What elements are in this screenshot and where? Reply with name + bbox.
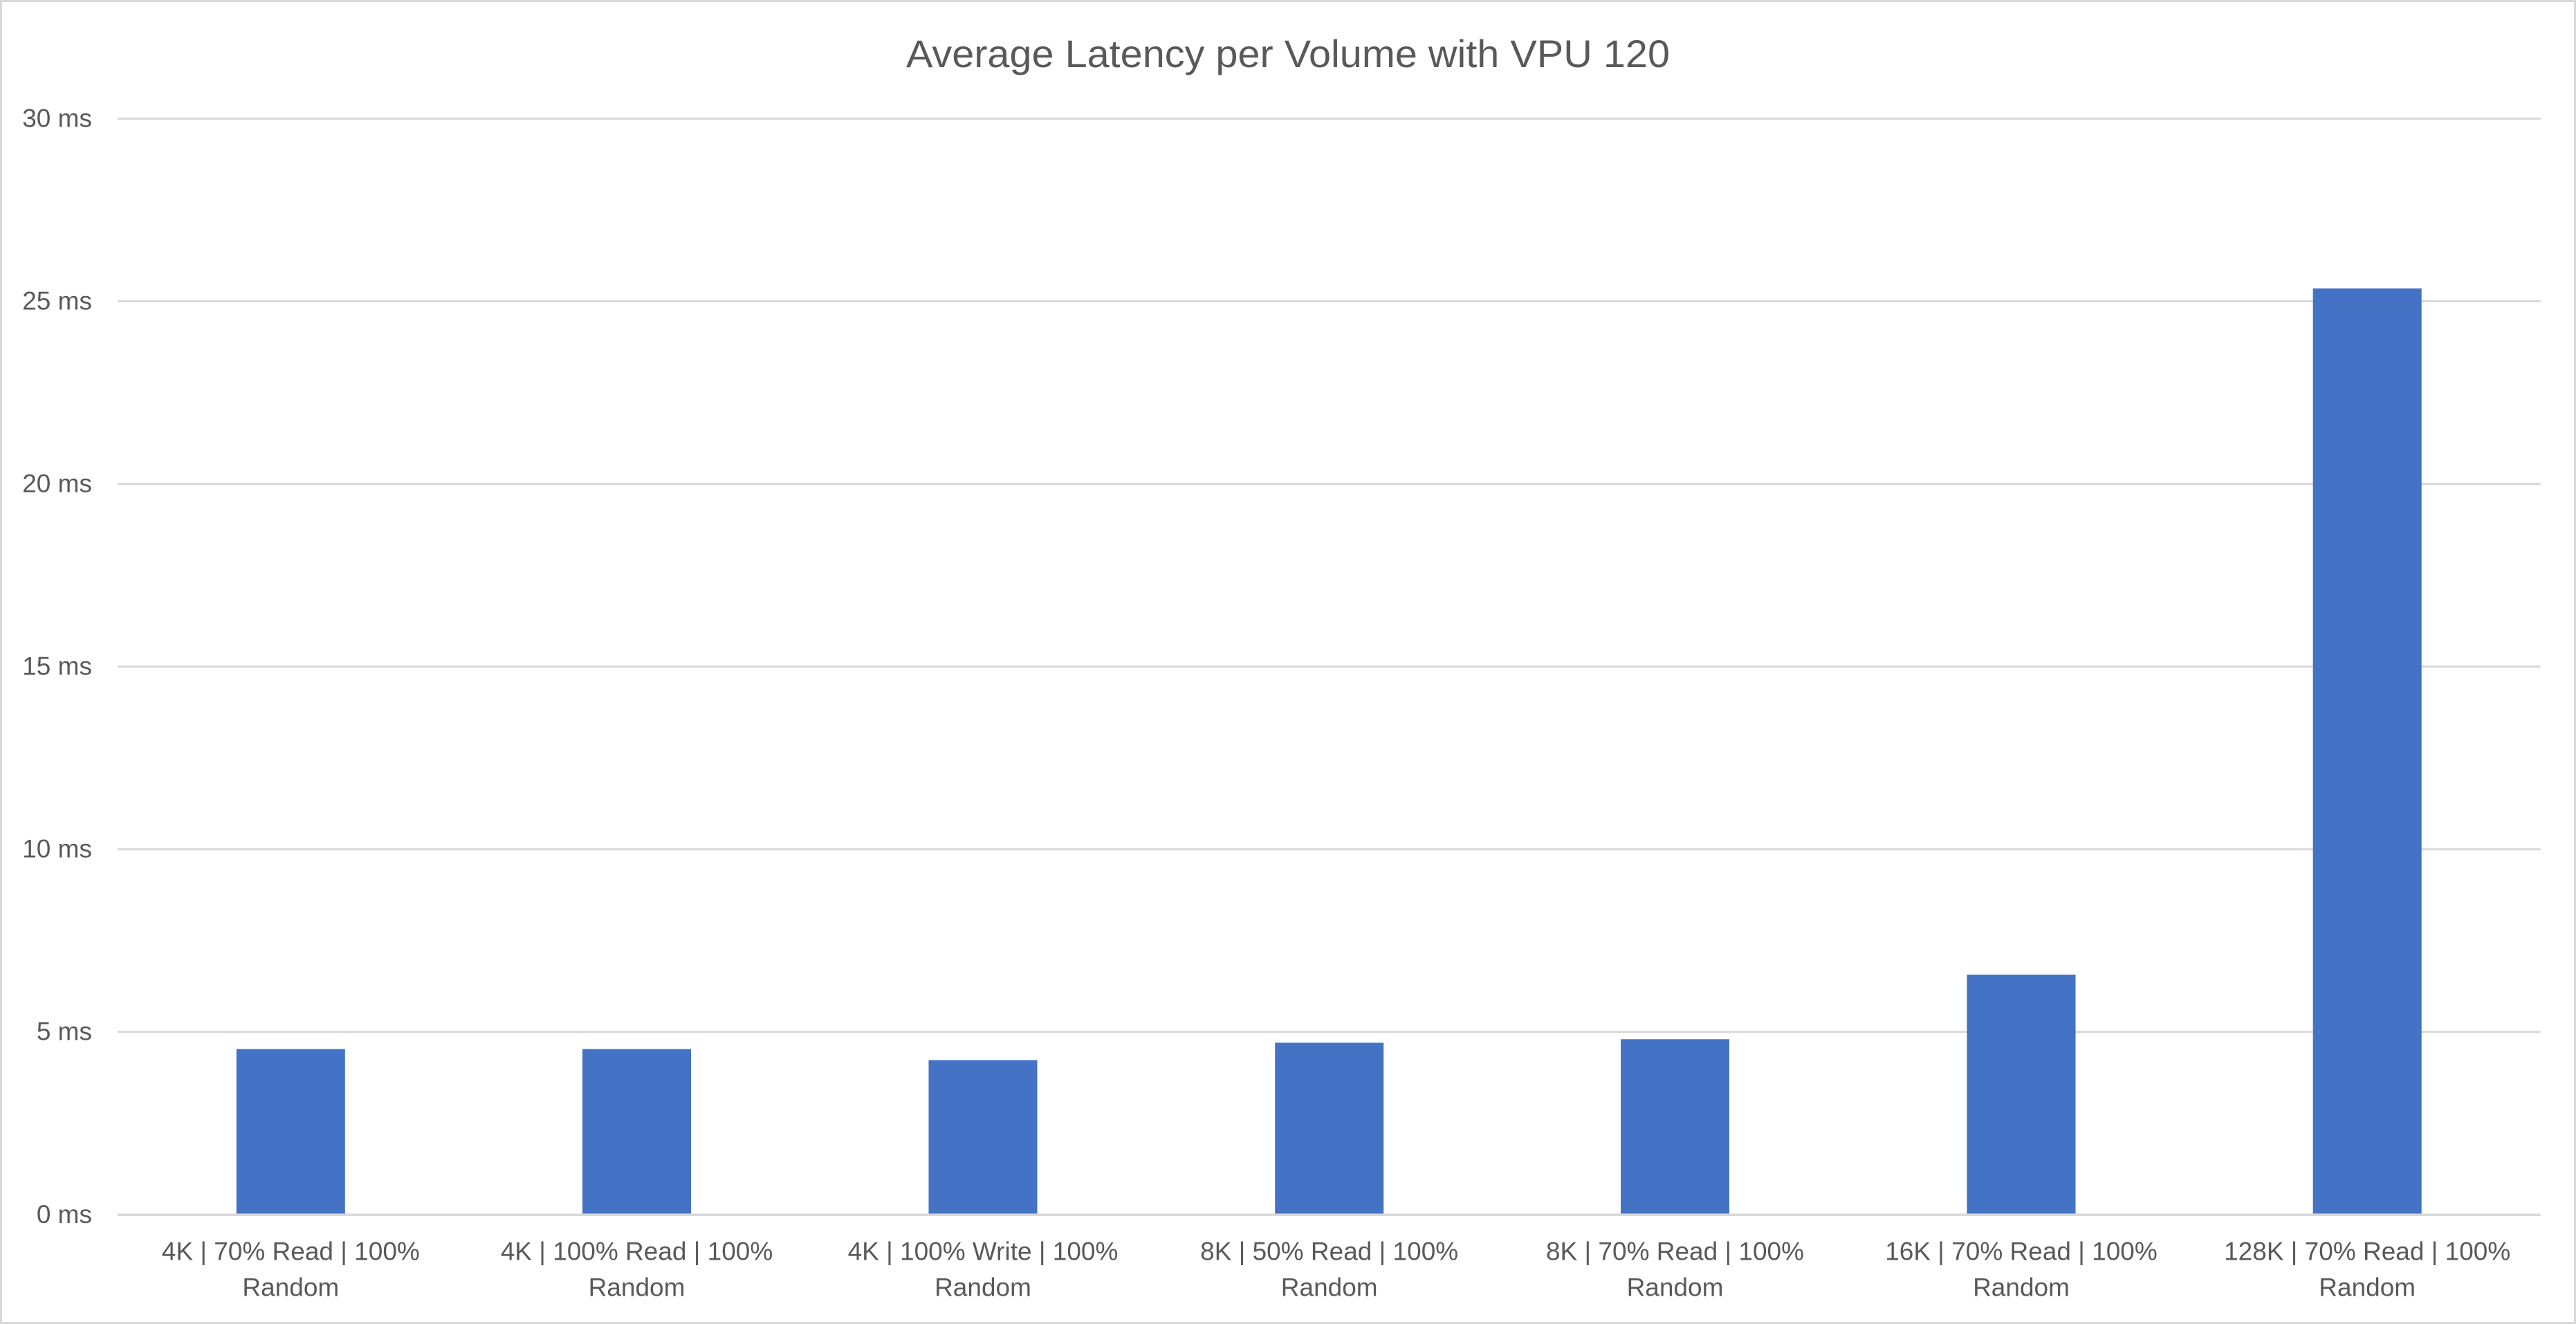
svg-text:8K | 50% Read | 100%: 8K | 50% Read | 100%: [1200, 1238, 1458, 1266]
svg-text:Average Latency per Volume wit: Average Latency per Volume with VPU 120: [906, 32, 1670, 75]
svg-text:5 ms: 5 ms: [37, 1018, 92, 1046]
svg-text:30 ms: 30 ms: [22, 104, 92, 132]
svg-text:128K | 70% Read | 100%: 128K | 70% Read | 100%: [2224, 1238, 2510, 1266]
svg-text:Random: Random: [1281, 1274, 1378, 1302]
svg-text:4K | 100% Write | 100%: 4K | 100% Write | 100%: [848, 1238, 1119, 1266]
svg-text:20 ms: 20 ms: [22, 469, 92, 497]
svg-text:Random: Random: [242, 1274, 339, 1302]
svg-text:Random: Random: [1973, 1274, 2070, 1302]
svg-text:Random: Random: [589, 1274, 686, 1302]
svg-text:4K | 100% Read | 100%: 4K | 100% Read | 100%: [501, 1238, 773, 1266]
svg-text:0 ms: 0 ms: [37, 1200, 92, 1229]
svg-text:25 ms: 25 ms: [22, 286, 92, 315]
svg-text:Random: Random: [2319, 1274, 2416, 1302]
svg-text:Random: Random: [935, 1274, 1031, 1302]
svg-text:10 ms: 10 ms: [22, 835, 92, 863]
svg-text:Random: Random: [1627, 1274, 1724, 1302]
svg-text:15 ms: 15 ms: [22, 652, 92, 680]
svg-text:8K | 70% Read | 100%: 8K | 70% Read | 100%: [1546, 1238, 1804, 1266]
svg-text:4K | 70% Read | 100%: 4K | 70% Read | 100%: [162, 1238, 420, 1266]
svg-text:16K | 70% Read | 100%: 16K | 70% Read | 100%: [1885, 1238, 2158, 1266]
